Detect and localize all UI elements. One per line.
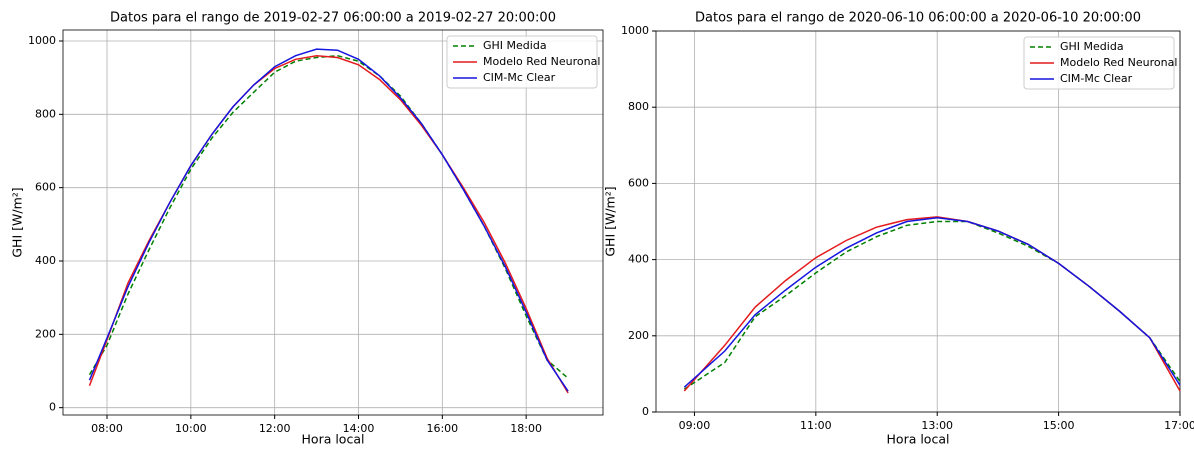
legend-box: [1023, 36, 1175, 90]
series-line: [88, 54, 569, 379]
y-axis-label: GHI [W/m²]: [603, 186, 618, 256]
y-tick-label: 200: [628, 329, 649, 342]
y-axis-label: GHI [W/m²]: [10, 187, 25, 257]
x-tick-label: 18:00: [510, 422, 542, 435]
legend-label: CIM-Mc Clear: [1060, 72, 1133, 85]
y-tick-label: 800: [35, 107, 56, 120]
series-line: [88, 54, 569, 394]
x-tick-label: 14:00: [343, 422, 375, 435]
x-tick-label: 12:00: [259, 422, 291, 435]
series-line: [683, 216, 1181, 388]
y-tick-label: 200: [35, 327, 56, 340]
series-line: [88, 48, 569, 392]
plot-frame: [655, 30, 1181, 413]
y-tick-label: 600: [628, 176, 649, 189]
legend-label: Modelo Red Neuronal: [1060, 56, 1177, 69]
plot-frame: [62, 29, 604, 416]
legend-label: Modelo Red Neuronal: [483, 55, 600, 68]
x-tick-label: 13:00: [921, 419, 953, 432]
x-tick-label: 09:00: [679, 419, 711, 432]
x-axis-label: Hora local: [887, 432, 950, 447]
x-tick-label: 08:00: [91, 422, 123, 435]
legend-label: GHI Medida: [1060, 40, 1124, 53]
y-tick-label: 800: [628, 100, 649, 113]
y-tick-label: 600: [35, 181, 56, 194]
x-tick-label: 11:00: [800, 419, 832, 432]
y-tick-label: 400: [628, 253, 649, 266]
x-tick-label: 15:00: [1043, 419, 1075, 432]
x-tick-label: 16:00: [426, 422, 458, 435]
legend-box: [446, 35, 598, 89]
y-tick-label: 400: [35, 254, 56, 267]
y-tick-label: 0: [49, 401, 56, 414]
y-tick-label: 0: [642, 405, 649, 418]
chart-title: Datos para el rango de 2020-06-10 06:00:…: [695, 11, 1141, 26]
series-line: [683, 220, 1181, 390]
y-tick-label: 1000: [28, 34, 56, 47]
legend-label: CIM-Mc Clear: [483, 71, 556, 84]
y-tick-label: 1000: [621, 24, 649, 37]
x-tick-label: 10:00: [175, 422, 207, 435]
chart-title: Datos para el rango de 2019-02-27 06:00:…: [110, 11, 556, 26]
legend-label: GHI Medida: [483, 39, 547, 52]
x-tick-label: 17:00: [1164, 419, 1194, 432]
series-line: [683, 216, 1181, 392]
x-axis-label: Hora local: [302, 432, 365, 447]
